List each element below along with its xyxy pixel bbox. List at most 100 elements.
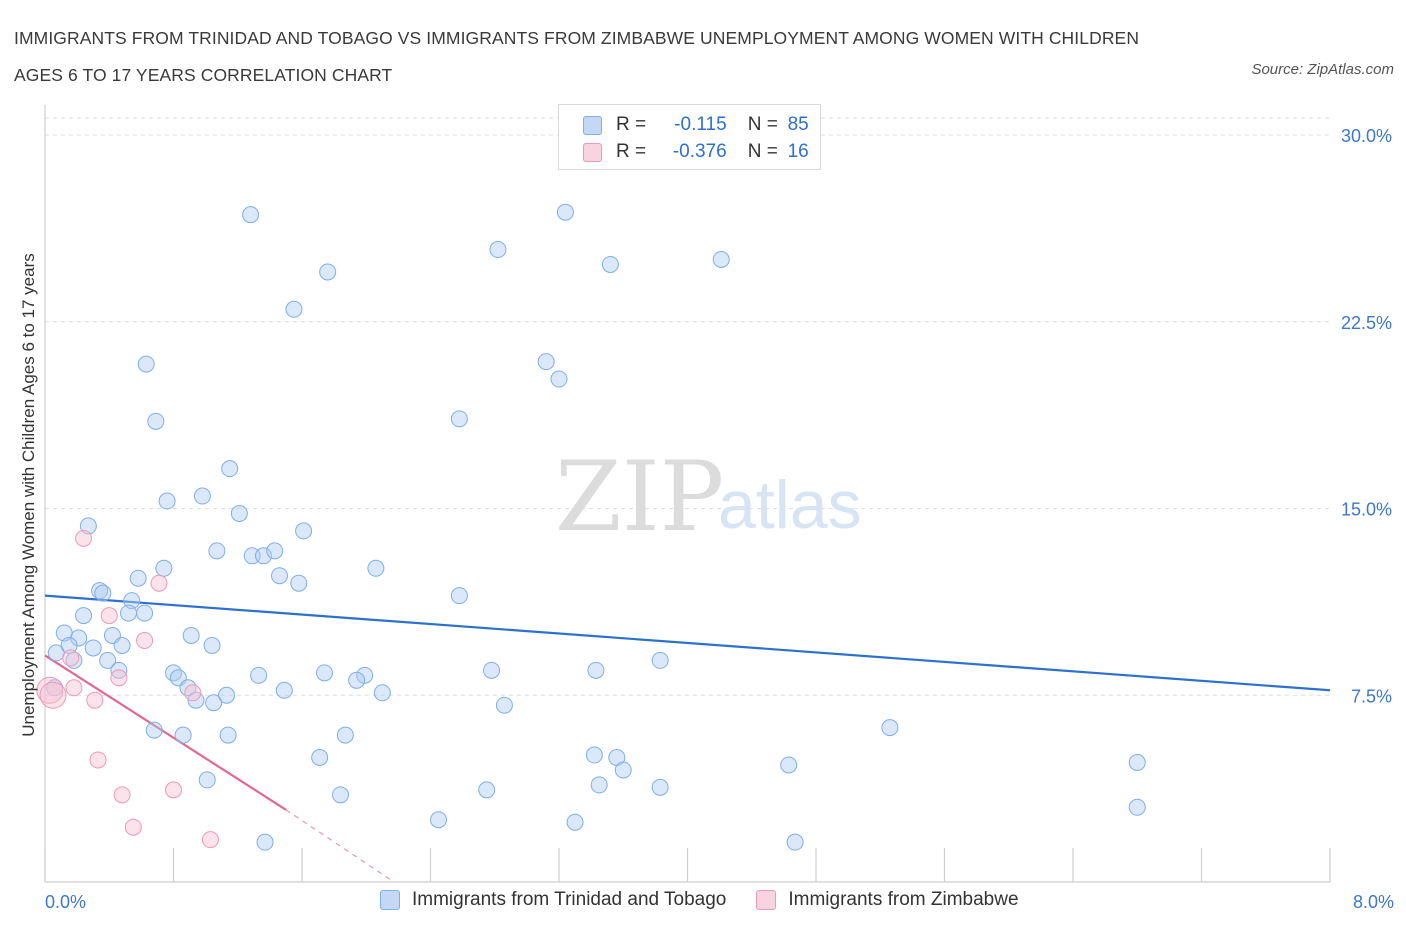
point-trinidad xyxy=(590,776,608,794)
point-trinidad xyxy=(537,353,555,371)
axes xyxy=(44,105,1331,883)
point-trinidad xyxy=(601,255,619,273)
point-zimbabwe xyxy=(136,631,154,649)
point-trinidad xyxy=(205,694,223,712)
legend: R = -0.115 N = 85 R = -0.376 N = 16 xyxy=(558,104,821,170)
point-trinidad xyxy=(478,781,496,799)
bottom-legend-swatch-trinidad xyxy=(380,890,400,910)
point-zimbabwe xyxy=(150,574,168,592)
y-tick-label: 15.0% xyxy=(1341,500,1392,520)
point-trinidad xyxy=(651,778,669,796)
point-trinidad xyxy=(110,661,128,679)
point-trinidad xyxy=(367,559,385,577)
y-tick-label: 7.5% xyxy=(1351,686,1392,706)
point-zimbabwe xyxy=(62,649,80,667)
point-trinidad xyxy=(566,813,584,831)
trend-line-zimbabwe-extension xyxy=(285,809,391,881)
legend-r-value: -0.376 xyxy=(672,141,727,162)
watermark-atlas: atlas xyxy=(718,467,862,543)
x-tick-label: 0.0% xyxy=(45,892,86,912)
point-trinidad xyxy=(348,671,366,689)
point-trinidad xyxy=(450,587,468,605)
y-tick-label: 30.0% xyxy=(1341,126,1392,146)
point-trinidad xyxy=(290,574,308,592)
legend-r-label: R = xyxy=(616,141,647,162)
point-trinidad xyxy=(230,504,248,522)
bottom-legend-item-trinidad: Immigrants from Trinidad and Tobago xyxy=(380,889,726,911)
point-zimbabwe xyxy=(124,818,142,836)
trend-line-trinidad xyxy=(44,594,1331,692)
point-trinidad xyxy=(120,604,138,622)
point-trinidad xyxy=(84,639,102,657)
point-trinidad xyxy=(266,542,284,560)
point-trinidad xyxy=(47,644,65,662)
x-tick-label: 8.0% xyxy=(1353,892,1394,912)
chart-title: IMMIGRANTS FROM TRINIDAD AND TOBAGO VS I… xyxy=(14,28,1140,85)
point-trinidad xyxy=(242,206,260,224)
point-trinidad xyxy=(218,686,236,704)
point-trinidad xyxy=(250,666,268,684)
point-trinidad xyxy=(550,370,568,388)
point-trinidad xyxy=(780,756,798,774)
point-trinidad xyxy=(712,251,730,268)
legend-row-trinidad: R = -0.115 N = 85 xyxy=(583,113,813,137)
legend-n-label: N = xyxy=(747,141,778,162)
point-trinidad xyxy=(556,203,574,221)
point-trinidad xyxy=(271,567,289,585)
legend-swatch-trinidad xyxy=(583,115,602,135)
point-trinidad xyxy=(319,263,337,281)
point-trinidad xyxy=(75,607,93,625)
legend-n-label: N = xyxy=(747,114,778,135)
point-zimbabwe xyxy=(113,786,131,804)
point-trinidad xyxy=(219,726,237,744)
point-trinidad xyxy=(221,460,239,478)
point-trinidad xyxy=(786,833,804,851)
legend-r-value: -0.115 xyxy=(674,114,727,135)
y-tick-label: 22.5% xyxy=(1341,313,1392,333)
bottom-legend-swatch-zimbabwe xyxy=(756,890,777,910)
point-trinidad xyxy=(129,569,147,587)
point-trinidad xyxy=(295,522,313,540)
legend-r-label: R = xyxy=(616,114,647,135)
point-zimbabwe xyxy=(75,529,93,547)
data-points xyxy=(36,203,1146,851)
point-trinidad xyxy=(1128,798,1146,816)
point-trinidad xyxy=(182,626,200,644)
point-zimbabwe xyxy=(100,607,118,625)
watermark-zip: ZIP xyxy=(555,441,724,553)
bottom-legend-label-zimbabwe: Immigrants from Zimbabwe xyxy=(788,889,1019,910)
point-trinidad xyxy=(99,651,117,669)
point-trinidad xyxy=(203,636,221,654)
point-trinidad xyxy=(179,679,197,697)
point-trinidad xyxy=(136,604,154,622)
point-trinidad xyxy=(158,492,176,510)
legend-n-value: 16 xyxy=(787,141,809,162)
point-trinidad xyxy=(275,681,293,699)
legend-swatch-zimbabwe xyxy=(583,142,602,162)
point-trinidad xyxy=(113,636,131,654)
point-zimbabwe xyxy=(86,691,104,709)
point-trinidad xyxy=(155,559,173,577)
point-trinidad xyxy=(145,721,163,739)
point-trinidad xyxy=(332,786,350,804)
point-trinidad xyxy=(256,833,274,851)
point-trinidad xyxy=(651,651,669,669)
point-trinidad xyxy=(285,300,303,318)
point-trinidad xyxy=(587,661,605,679)
point-zimbabwe xyxy=(89,751,107,769)
y-axis-label: Unemployment Among Women with Children A… xyxy=(19,253,38,737)
legend-n-value: 85 xyxy=(787,114,809,135)
point-trinidad xyxy=(336,726,354,744)
point-trinidad xyxy=(483,661,501,679)
point-trinidad xyxy=(147,412,165,430)
bottom-legend: Immigrants from Trinidad and Tobago Immi… xyxy=(380,889,1049,911)
tick-labels: 7.5% 15.0% 22.5% 30.0% 0.0% 8.0% xyxy=(45,126,1394,912)
point-trinidad xyxy=(65,651,83,669)
point-trinidad xyxy=(585,746,603,764)
point-zimbabwe xyxy=(36,676,64,704)
trend-lines xyxy=(44,594,1331,881)
legend-row-zimbabwe: R = -0.376 N = 16 xyxy=(583,140,813,164)
point-trinidad xyxy=(193,487,211,505)
point-zimbabwe xyxy=(184,684,202,702)
